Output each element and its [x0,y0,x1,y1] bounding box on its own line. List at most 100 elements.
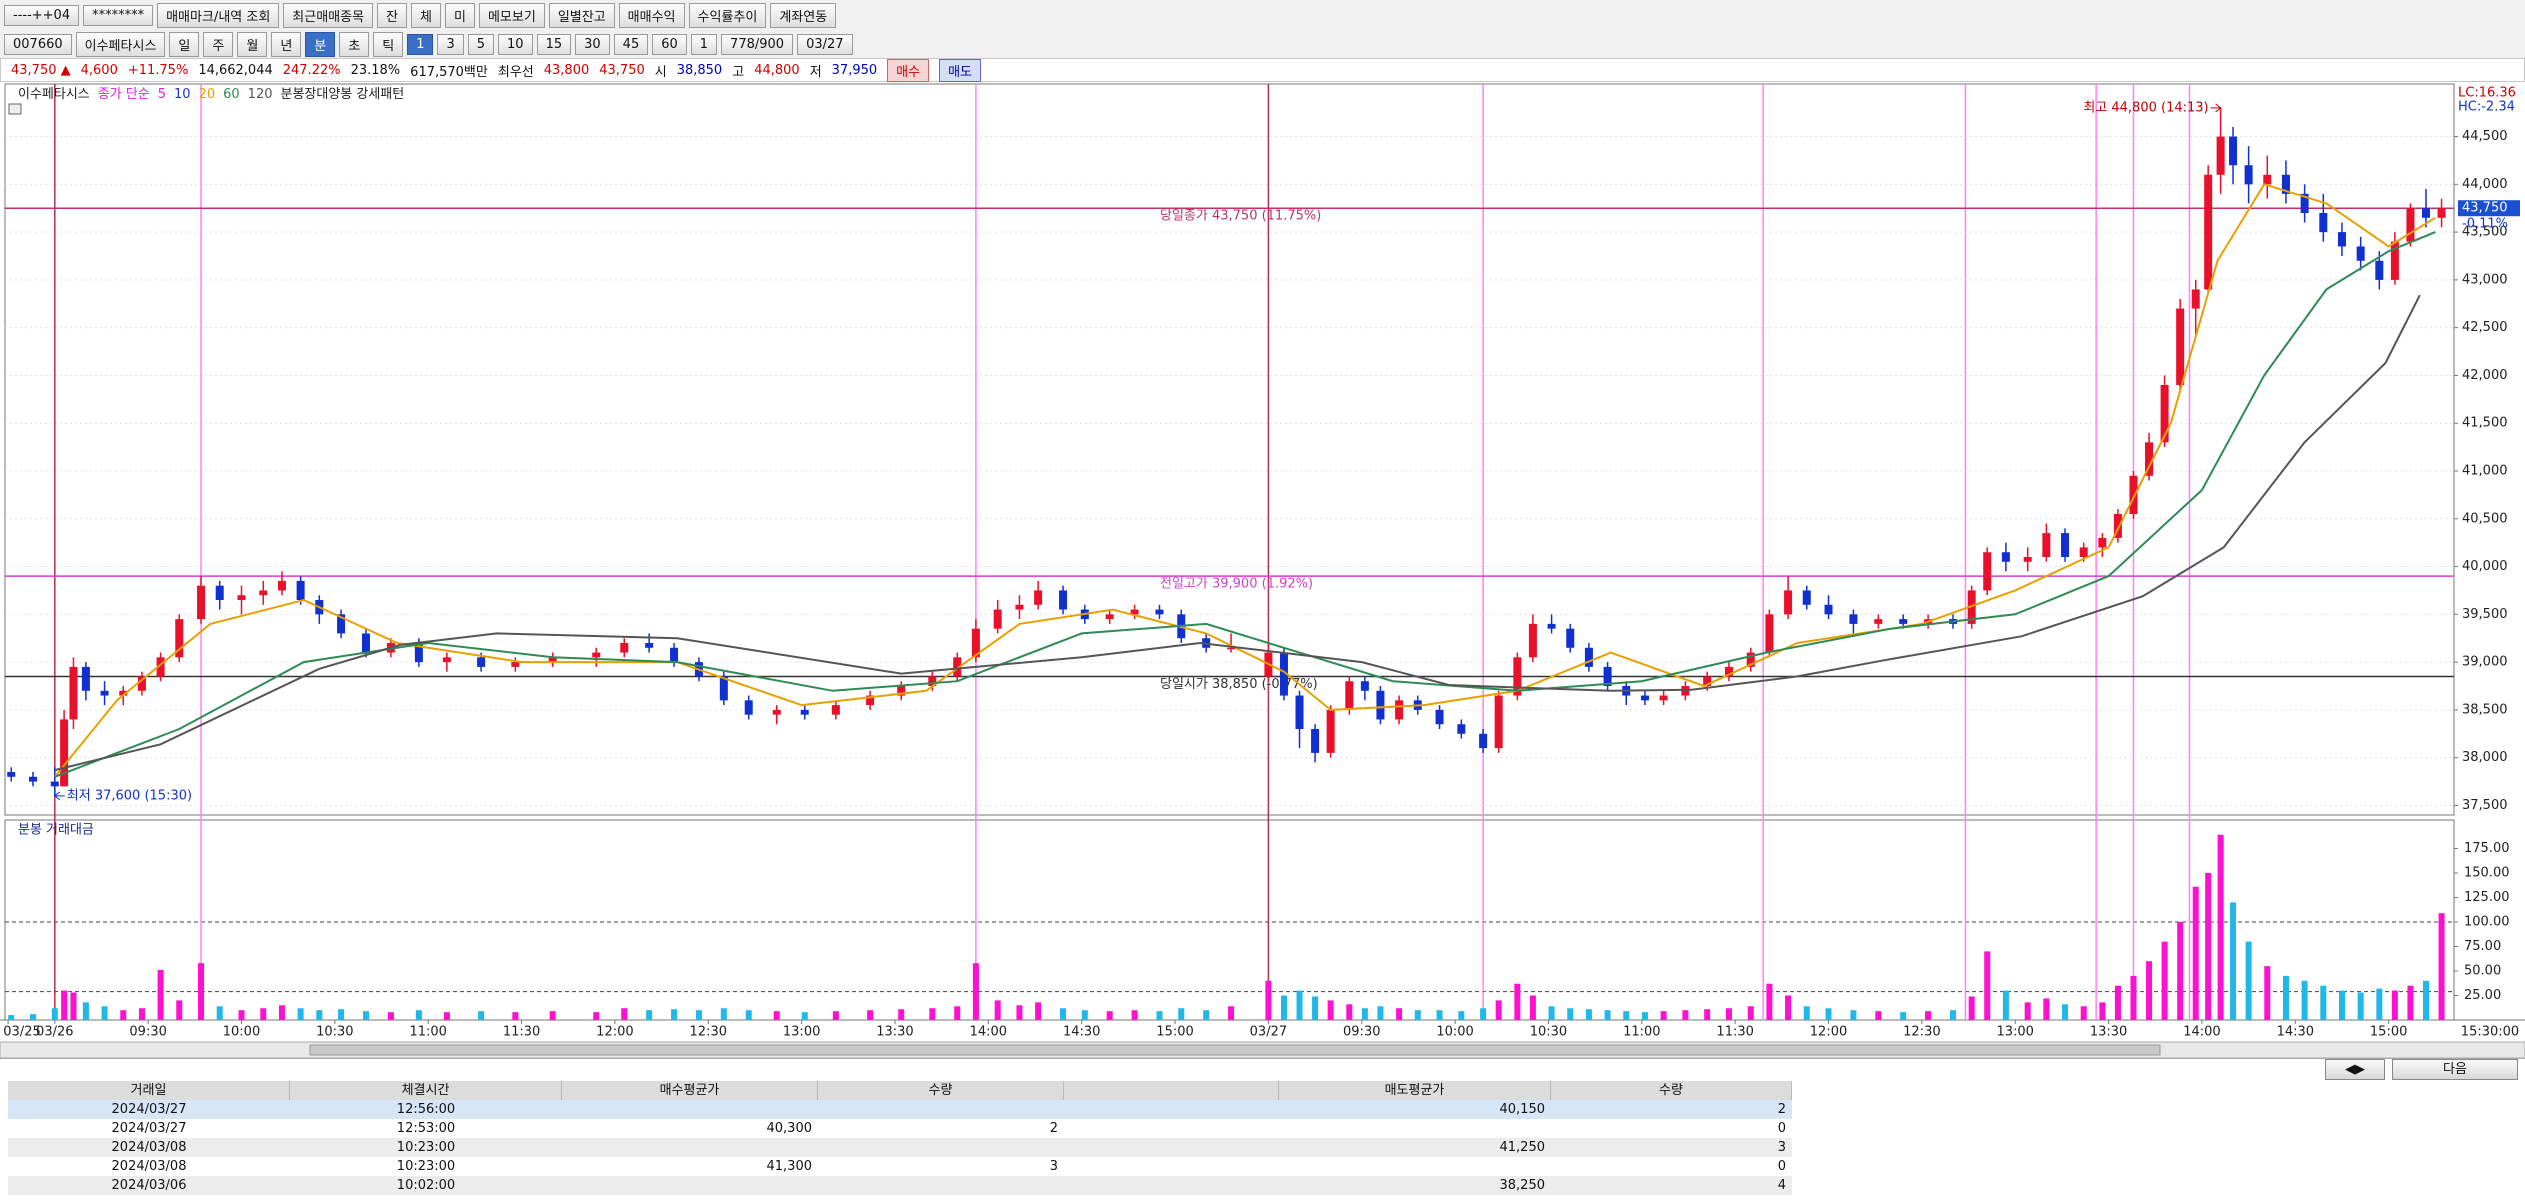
toolbar-button[interactable]: 매매수익 [618,3,685,28]
table-cell: 41,300 [562,1157,818,1176]
candle-body [831,705,840,715]
volume-bar [1875,1011,1882,1020]
toolbar-button[interactable]: 미 [445,3,475,28]
volume-bar [773,1011,780,1020]
period-button[interactable]: 778/900 [721,33,794,55]
table-cell: 10:23:00 [290,1157,562,1176]
period-button[interactable]: 007660 [4,33,72,55]
candle-body [156,657,165,677]
current-price: 43,750 [2462,201,2508,216]
period-button[interactable]: 10 [498,33,533,55]
x-tick-label: 12:00 [596,1025,633,1040]
candle-body [1765,614,1774,653]
toolbar-button[interactable]: ******** [83,5,154,26]
volume-bar [2422,980,2429,1020]
candle-body [1227,647,1236,650]
volume-bar [1803,1006,1810,1020]
period-button[interactable]: 30 [575,33,610,55]
candle-body [2421,208,2430,218]
quote-field: +11.75% [127,62,189,78]
period-button[interactable]: 3 [437,33,464,55]
y-tick-label: 37,500 [2462,798,2508,813]
toolbar-button[interactable]: 체 [411,3,441,28]
x-tick-label: 03/25 [3,1025,40,1040]
volume-bar [1747,1006,1754,1020]
period-button[interactable]: 일 [169,31,200,57]
period-button[interactable]: 60 [652,33,687,55]
candle-body [414,643,423,663]
candle-body [511,662,520,667]
y-tick-label: 39,000 [2462,655,2508,670]
table-cell: 41,250 [1279,1138,1551,1157]
period-button[interactable]: 03/27 [797,33,853,55]
candle-body [645,643,654,648]
toggle-button[interactable]: ◀▶ [2325,1059,2385,1080]
next-button[interactable]: 다음 [2392,1059,2518,1080]
volume-bar [621,1008,628,1020]
table-cell: 38,250 [1279,1176,1551,1195]
quote-field: 43,800 [543,62,590,78]
toolbar-button[interactable]: 계좌연동 [770,3,837,28]
table-header: 거래일 [8,1081,290,1100]
toolbar-button[interactable]: 매매마크/내역 조회 [157,3,280,28]
volume-bar [1548,1006,1555,1020]
volume-bar [1682,1010,1689,1020]
volume-bar [1949,1010,1956,1020]
period-button[interactable]: 1 [407,33,434,55]
y-tick-label: 39,500 [2462,607,2508,622]
toolbar-main: ----++04 ******** 매매마크/내역 조회 최근매매종목 잔 체 미 메모보기 일… [4,2,2521,29]
table-cell: 0 [1551,1157,1792,1176]
volume-bar [2376,988,2383,1020]
volume-bar [1725,1008,1732,1020]
table-cell: 3 [1551,1138,1792,1157]
period-button[interactable]: 이수페타시스 [75,31,166,57]
candle-body [2079,547,2088,557]
toolbar-button[interactable]: 최근매매종목 [283,3,374,28]
toolbar-button[interactable]: 메모보기 [478,3,545,28]
x-tick-label: 10:30 [1530,1025,1567,1040]
toolbar-button[interactable]: ----++04 [4,5,80,26]
volume-bar [671,1009,678,1020]
volume-bar [30,1014,37,1020]
period-button[interactable]: 45 [613,33,649,55]
candle-body [1295,695,1304,729]
volume-bar [1458,1011,1465,1020]
candle-body [1015,604,1024,610]
y-tick-label: 100.00 [2464,915,2510,930]
volume-bar [157,970,164,1020]
period-button[interactable]: 월 [237,31,268,57]
volume-bar [2177,922,2184,1020]
x-tick-label: 13:00 [783,1025,820,1040]
period-button[interactable]: 년 [271,31,302,57]
toolbar-button[interactable]: 수익률추이 [688,3,767,28]
period-button[interactable]: 주 [203,31,234,57]
period-button[interactable]: 5 [467,33,495,55]
order-button[interactable]: 매도 [939,58,981,82]
volume-bar [2282,975,2289,1020]
period-button[interactable]: 15 [536,33,572,55]
y-tick-label: 44,500 [2462,129,2508,144]
toolbar-button[interactable]: 일별잔고 [548,3,615,28]
volume-bar [278,1005,285,1020]
order-button[interactable]: 매수 [887,58,930,82]
volume-bar [2407,985,2414,1020]
period-button[interactable]: 분 [305,31,336,57]
period-button[interactable]: 1 [690,33,718,55]
period-button[interactable]: 초 [339,31,370,57]
candle-body [1105,614,1114,620]
candle-body [2390,241,2399,280]
volume-bar [1984,951,1991,1020]
candle-body [137,676,146,691]
volume-bar [1377,1006,1384,1020]
volume-bar [1529,995,1536,1020]
candle-body [592,652,601,658]
period-button[interactable]: 틱 [373,31,404,57]
table-cell: 0 [1551,1119,1792,1138]
volume-bar [2130,975,2137,1020]
volume-bar [1968,996,1975,1020]
quote-field: 저 [809,64,822,80]
volume-bar [316,1010,323,1020]
y-tick-label: 150.00 [2464,866,2510,881]
toolbar-button[interactable]: 잔 [377,3,408,28]
table-cell: 12:56:00 [290,1100,562,1119]
